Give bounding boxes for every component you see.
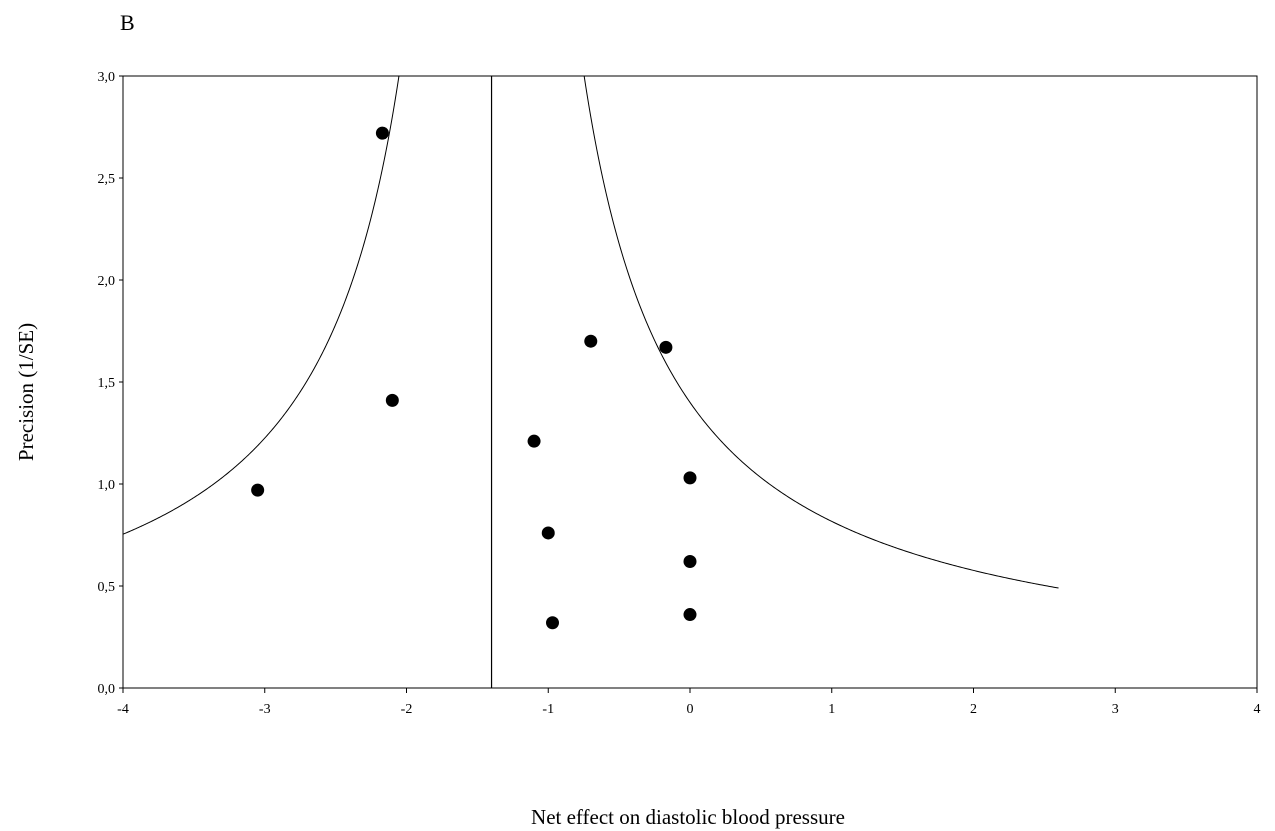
x-tick-label: -2 (401, 702, 413, 717)
y-tick-label: 0,0 (98, 682, 116, 697)
y-tick-label: 0,5 (98, 580, 116, 595)
y-axis-title: Precision (1/SE) (14, 323, 38, 461)
data-point (546, 616, 560, 630)
data-point (683, 555, 697, 569)
data-point (527, 434, 541, 448)
x-tick-label: 4 (1254, 702, 1261, 717)
data-point (541, 526, 555, 540)
panel-label: B (120, 10, 135, 35)
y-tick-label: 3,0 (98, 70, 116, 85)
x-tick-label: -3 (259, 702, 271, 717)
y-tick-label: 1,0 (98, 478, 116, 493)
plot-frame (122, 75, 1258, 689)
x-tick-label: -1 (542, 702, 554, 717)
x-tick-label: 0 (687, 702, 694, 717)
data-point (683, 471, 697, 485)
data-point (683, 608, 697, 622)
data-point (251, 483, 265, 497)
x-axis-title: Net effect on diastolic blood pressure (531, 805, 845, 829)
y-tick-label: 2,0 (98, 274, 116, 289)
funnel-left-curve (122, 75, 400, 535)
data-point (385, 393, 399, 407)
x-tick-label: 1 (828, 702, 835, 717)
data-point (584, 334, 598, 348)
data-point (659, 340, 673, 354)
funnel-right-curve (583, 75, 1059, 589)
plot-area: -4 -3 -2 -1 0 1 2 3 4 0,0 0,5 1,0 1,5 2,0 2,5 3,0 (98, 70, 1261, 717)
x-tick-label: -4 (117, 702, 129, 717)
x-tick-label: 3 (1112, 702, 1119, 717)
y-tick-label: 1,5 (98, 376, 116, 391)
y-tick-label: 2,5 (98, 172, 116, 187)
x-tick-label: 2 (970, 702, 977, 717)
data-point (375, 126, 389, 140)
